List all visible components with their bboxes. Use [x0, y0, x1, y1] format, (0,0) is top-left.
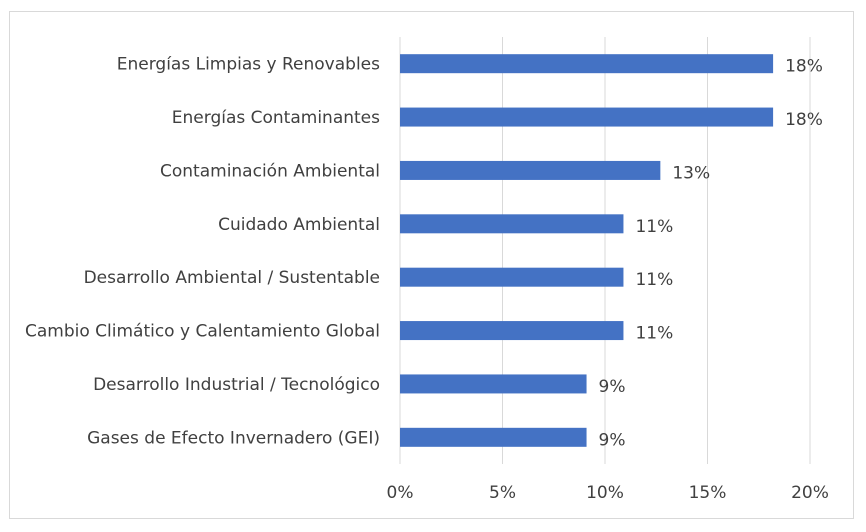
bars — [400, 54, 774, 447]
bar — [400, 54, 774, 74]
bar — [400, 374, 587, 394]
category-label: Gases de Efecto Invernadero (GEI) — [87, 428, 380, 448]
bar — [400, 214, 624, 234]
gridlines — [399, 37, 811, 464]
data-label: 9% — [599, 430, 626, 450]
data-label: 18% — [785, 57, 823, 77]
data-label: 11% — [635, 217, 673, 237]
category-label: Contaminación Ambiental — [160, 161, 380, 181]
bar — [400, 267, 624, 287]
data-labels: 18% 18% 13% 11% 11% 11% 9% 9% — [599, 57, 823, 451]
category-labels: Energías Limpias y Renovables Energías Co… — [25, 55, 380, 449]
bar — [400, 160, 661, 180]
data-label: 13% — [672, 163, 710, 183]
x-axis-tick-labels: 0% 5% 10% 15% 20% — [387, 483, 829, 503]
category-label: Desarrollo Ambiental / Sustentable — [84, 268, 380, 288]
category-label: Energías Contaminantes — [172, 108, 380, 128]
category-label: Cambio Climático y Calentamiento Global — [25, 322, 380, 342]
data-label: 11% — [635, 324, 673, 344]
data-label: 11% — [635, 270, 673, 290]
bar — [400, 427, 587, 447]
x-tick-label: 0% — [387, 483, 414, 503]
x-tick-label: 10% — [586, 483, 624, 503]
category-label: Desarrollo Industrial / Tecnológico — [93, 375, 380, 395]
bar — [400, 321, 624, 341]
bar — [400, 107, 774, 127]
category-label: Cuidado Ambiental — [218, 215, 380, 235]
category-label: Energías Limpias y Renovables — [117, 55, 380, 75]
data-label: 18% — [785, 110, 823, 130]
x-tick-label: 15% — [689, 483, 727, 503]
x-tick-label: 5% — [489, 483, 516, 503]
x-tick-label: 20% — [791, 483, 829, 503]
data-label: 9% — [599, 377, 626, 397]
